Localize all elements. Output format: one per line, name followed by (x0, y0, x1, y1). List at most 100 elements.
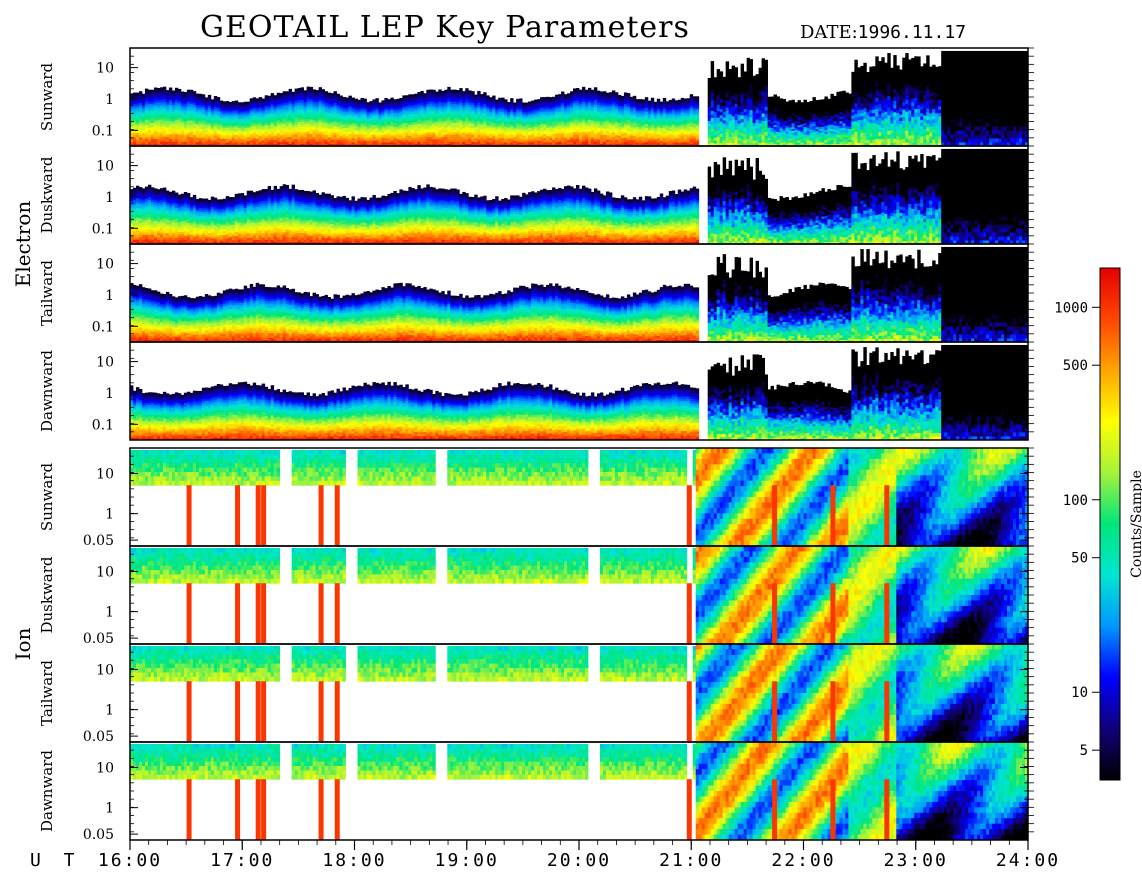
panel-ion-duskward (130, 546, 1028, 644)
group-label: Ion (11, 627, 35, 660)
colorbar-tick-label: 1000 (1054, 300, 1088, 316)
y-tick-label: 1 (105, 288, 114, 304)
panel-electron-dawnward (130, 345, 1028, 440)
y-tick-label: 0.1 (92, 221, 114, 237)
panel-electron-duskward (130, 149, 1028, 244)
y-tick-label: 1 (105, 703, 114, 719)
ion-spike (335, 583, 340, 644)
ion-spike (335, 681, 340, 742)
y-tick-label: 0.05 (83, 827, 114, 843)
ion-spike (261, 779, 266, 840)
panel-ion-dawnward (130, 742, 1028, 840)
y-tick-label: 10 (96, 159, 114, 175)
ion-spike (335, 485, 340, 546)
ion-spike (830, 779, 835, 840)
ion-spike (884, 779, 889, 840)
group-electron (130, 51, 1028, 440)
y-tick-label: 1 (105, 507, 114, 523)
ion-spike (256, 681, 261, 742)
ion-spike (235, 779, 240, 840)
panel-electron-tailward (130, 247, 1028, 342)
y-tick-label: 0.1 (92, 417, 114, 433)
ion-spike (319, 779, 324, 840)
ion-spike (772, 681, 777, 742)
ion-spike (335, 779, 340, 840)
panel-label: Tailward (38, 260, 56, 326)
spectrogram-panels (130, 51, 1028, 840)
panel-ion-tailward (130, 644, 1028, 742)
ion-spike (235, 485, 240, 546)
colorbar-tick-label: 100 (1063, 493, 1088, 509)
x-tick-label: 16:00 (98, 850, 162, 871)
x-tick-label: 20:00 (547, 850, 611, 871)
y-tick-label: 0.05 (83, 533, 114, 549)
colorbar-tick-label: 50 (1071, 551, 1088, 567)
panel-label: Duskward (38, 556, 56, 633)
colorbar-gradient (1100, 268, 1120, 780)
ion-spike (187, 583, 192, 644)
ion-spike (256, 485, 261, 546)
y-tick-label: 0.05 (83, 631, 114, 647)
ion-spike (772, 779, 777, 840)
ion-spike (261, 681, 266, 742)
panel-electron-sunward (130, 51, 1028, 146)
panel-label: Dawnward (38, 350, 56, 432)
panel-label: Sunward (38, 463, 56, 532)
panel-label: Sunward (38, 63, 56, 132)
ion-spike (319, 583, 324, 644)
x-tick-label: 22:00 (771, 850, 835, 871)
ion-spike (687, 681, 692, 742)
ion-spike (261, 583, 266, 644)
x-tick-label: 23:00 (884, 850, 948, 871)
x-tick-label: 19:00 (435, 850, 499, 871)
ion-spike (187, 485, 192, 546)
ion-spike (235, 681, 240, 742)
y-tick-label: 10 (96, 564, 114, 580)
panel-label: Dawnward (38, 750, 56, 832)
ion-spike (319, 681, 324, 742)
y-tick-label: 1 (105, 801, 114, 817)
y-tick-label: 0.1 (92, 123, 114, 139)
x-tick-label: 17:00 (210, 850, 274, 871)
ion-spike (256, 779, 261, 840)
y-tick-label: 1 (105, 605, 114, 621)
y-tick-label: 10 (96, 61, 114, 77)
panel-ion-sunward (130, 448, 1028, 546)
x-tick-label: 18:00 (322, 850, 386, 871)
colorbar-tick-label: 10 (1071, 685, 1088, 701)
ion-spike (772, 583, 777, 644)
ion-spike (884, 681, 889, 742)
y-tick-label: 10 (96, 257, 114, 273)
group-label: Electron (11, 201, 35, 288)
y-tick-label: 1 (105, 386, 114, 402)
x-tick-label: 24:00 (996, 850, 1060, 871)
ion-spike (687, 485, 692, 546)
ion-spike (261, 485, 266, 546)
y-tick-label: 0.05 (83, 729, 114, 745)
ion-spike (256, 583, 261, 644)
ion-spike (830, 485, 835, 546)
ion-spike (235, 583, 240, 644)
colorbar-label: Counts/Sample (1129, 470, 1142, 578)
x-tick-label: 21:00 (659, 850, 723, 871)
y-tick-label: 1 (105, 190, 114, 206)
panel-label: Duskward (38, 156, 56, 233)
ion-spike (687, 779, 692, 840)
panel-label: Tailward (38, 660, 56, 726)
colorbar: 5 10 50 100 500 1000 Counts/Sample (1054, 268, 1142, 780)
ion-spike (319, 485, 324, 546)
colorbar-tick-label: 500 (1063, 358, 1088, 374)
y-tick-label: 10 (96, 355, 114, 371)
y-tick-label: 10 (96, 466, 114, 482)
ion-spike (884, 485, 889, 546)
colorbar-tick-label: 5 (1080, 743, 1088, 759)
ion-spike (830, 583, 835, 644)
ion-spike (187, 681, 192, 742)
ion-spike (687, 583, 692, 644)
ion-spike (884, 583, 889, 644)
ion-spike (772, 485, 777, 546)
ion-spike (187, 779, 192, 840)
ion-spike (830, 681, 835, 742)
y-tick-label: 10 (96, 662, 114, 678)
